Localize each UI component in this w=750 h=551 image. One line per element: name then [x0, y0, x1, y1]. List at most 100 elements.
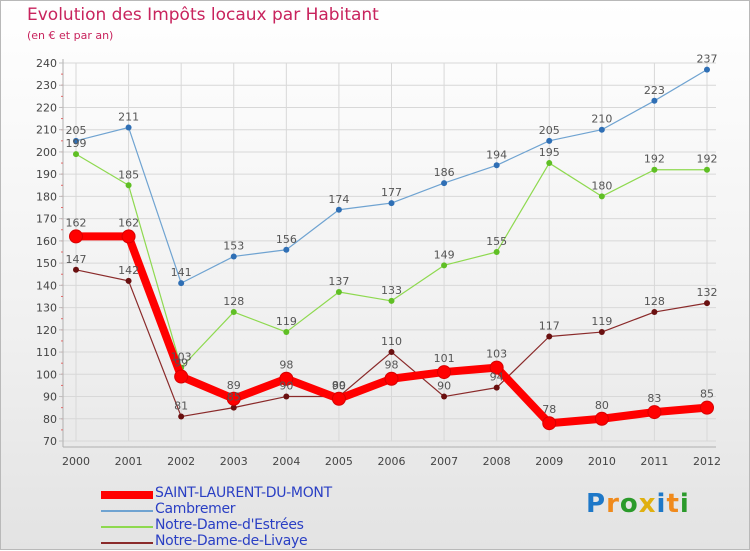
data-label: 119 — [591, 315, 612, 328]
data-point — [388, 200, 395, 207]
data-point — [73, 266, 79, 273]
data-label: 89 — [227, 379, 241, 392]
x-tick-label: 2010 — [588, 455, 616, 468]
y-axis-ticks: 70 80 90 100 110 120 130 140 150 160 170 180 190 200 2… — [36, 57, 63, 448]
data-point — [283, 246, 290, 253]
data-label: 80 — [595, 399, 609, 412]
y-tick-label: 210 — [36, 124, 57, 137]
data-point — [283, 329, 290, 336]
y-tick-label: 180 — [36, 190, 57, 203]
data-label: 162 — [66, 216, 87, 229]
y-tick-label: 90 — [43, 391, 57, 404]
data-label: 89 — [332, 379, 346, 392]
y-tick-label: 110 — [36, 346, 57, 359]
data-point — [598, 329, 605, 336]
data-point — [441, 393, 448, 400]
series-3 — [73, 266, 710, 420]
data-label: 174 — [328, 193, 349, 206]
data-point — [441, 262, 448, 269]
x-tick-label: 2011 — [640, 455, 668, 468]
y-tick-label: 70 — [43, 435, 57, 448]
data-label: 128 — [644, 295, 665, 308]
data-point — [598, 126, 605, 133]
data-point — [598, 193, 605, 200]
x-tick-label: 2004 — [272, 455, 300, 468]
data-point — [546, 137, 553, 144]
data-point — [647, 405, 662, 420]
data-label: 85 — [227, 391, 241, 404]
data-point — [651, 166, 658, 173]
data-label: 237 — [697, 53, 718, 66]
data-point — [125, 277, 132, 284]
data-label: 132 — [697, 286, 718, 299]
legend-swatch — [101, 510, 153, 512]
legend-label: Notre-Dame-de-Livaye — [155, 533, 308, 549]
y-tick-label: 150 — [36, 257, 57, 270]
axes — [61, 59, 716, 448]
data-label: 211 — [118, 110, 139, 123]
data-point — [69, 229, 83, 244]
x-tick-label: 2005 — [325, 455, 353, 468]
data-label: 192 — [697, 153, 718, 166]
data-label: 117 — [539, 319, 560, 332]
data-label: 180 — [591, 179, 612, 192]
data-label: 98 — [385, 359, 399, 372]
data-point — [279, 371, 294, 386]
data-point — [546, 160, 553, 167]
brand-letter: t — [666, 489, 680, 519]
series-lines — [69, 66, 714, 431]
y-tick-label: 120 — [36, 324, 57, 337]
data-label: 142 — [118, 264, 139, 277]
data-point — [384, 371, 399, 386]
data-point — [335, 289, 342, 296]
data-label: 162 — [118, 216, 139, 229]
x-tick-label: 2007 — [430, 455, 458, 468]
y-tick-label: 140 — [36, 279, 57, 292]
data-point — [178, 280, 185, 287]
data-label: 186 — [434, 166, 455, 179]
data-point — [121, 229, 136, 244]
x-tick-label: 2008 — [483, 455, 511, 468]
brand-letter: i — [656, 489, 667, 519]
data-point — [700, 400, 714, 415]
legend-swatch — [101, 491, 153, 499]
data-label: 177 — [381, 186, 402, 199]
y-tick-label: 240 — [36, 57, 57, 70]
data-label: 83 — [647, 392, 661, 405]
data-label: 185 — [118, 168, 139, 181]
data-point — [388, 297, 395, 304]
data-label: 85 — [700, 388, 714, 401]
data-label: 192 — [644, 153, 665, 166]
data-point — [704, 166, 710, 173]
data-label: 205 — [539, 124, 560, 137]
data-label: 81 — [174, 400, 188, 413]
y-tick-label: 220 — [36, 101, 57, 114]
data-point — [283, 393, 290, 400]
data-point — [125, 124, 132, 131]
data-label: 133 — [381, 284, 402, 297]
y-tick-label: 170 — [36, 213, 57, 226]
x-tick-label: 2000 — [62, 455, 90, 468]
data-point — [388, 349, 395, 356]
data-label: 141 — [171, 266, 192, 279]
x-axis-ticks: 2000 2001 2002 2003 2004 2005 2006 2007 2008 2009… — [62, 455, 721, 468]
brand-letter: r — [606, 489, 620, 519]
data-label: 155 — [486, 235, 507, 248]
data-point — [542, 416, 557, 431]
legend-label: SAINT-LAURENT-DU-MONT — [155, 485, 332, 501]
x-tick-label: 2006 — [378, 455, 406, 468]
y-tick-label: 160 — [36, 235, 57, 248]
legend-label: Cambremer — [155, 501, 236, 517]
brand-logo: Proxiti — [586, 489, 690, 519]
y-tick-label: 100 — [36, 368, 57, 381]
data-point — [230, 253, 237, 260]
data-label: 119 — [276, 315, 297, 328]
data-label: 205 — [66, 124, 87, 137]
data-label: 199 — [66, 137, 87, 150]
legend-swatch — [101, 542, 153, 544]
data-label: 94 — [490, 371, 504, 384]
data-point — [125, 182, 132, 189]
data-point — [437, 365, 452, 380]
data-point — [226, 391, 241, 406]
